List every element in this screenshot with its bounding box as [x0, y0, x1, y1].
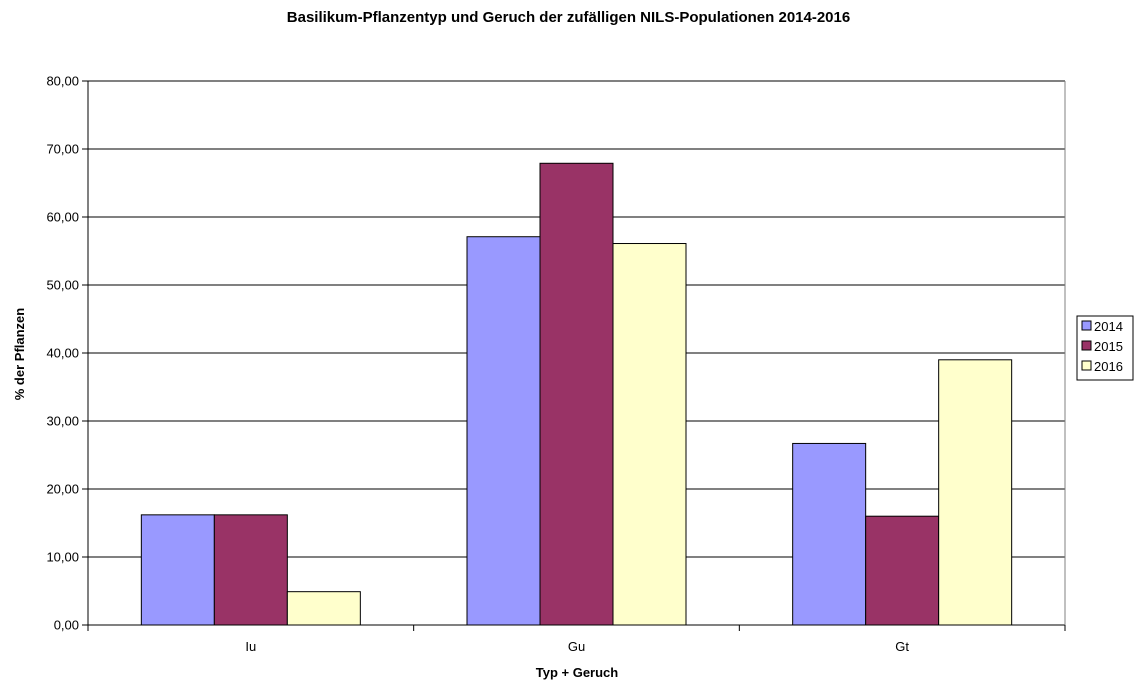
y-tick-labels: 0,00 10,00 20,00 30,00 40,00 50,00 60,00 70,00 8…: [46, 74, 79, 633]
y-tick-label: 70,00: [46, 142, 79, 157]
x-tick-label: Gu: [568, 639, 585, 654]
y-tick-label: 30,00: [46, 414, 79, 429]
legend-swatch: [1081, 360, 1092, 371]
legend: 2014 2015 2016: [1076, 315, 1134, 381]
x-axis-title: Typ + Geruch: [536, 665, 619, 680]
bar: [539, 162, 614, 626]
x-tick-label: Gt: [895, 639, 909, 654]
y-tick-label: 20,00: [46, 482, 79, 497]
bar: [140, 514, 215, 626]
bar: [466, 236, 541, 626]
y-tick-label: 60,00: [46, 210, 79, 225]
legend-label: 2016: [1094, 359, 1123, 374]
y-tick-label: 40,00: [46, 346, 79, 361]
legend-swatch: [1081, 340, 1092, 351]
legend-swatch: [1081, 320, 1092, 331]
axes: [82, 80, 1066, 631]
bar: [213, 514, 288, 626]
y-axis-title: % der Pflanzen: [12, 308, 27, 401]
bar-group: [140, 162, 1013, 626]
x-tick-labels: Iu Gu Gt: [245, 639, 909, 654]
chart-title: Basilikum-Pflanzentyp und Geruch der zuf…: [286, 9, 851, 26]
bar: [612, 243, 687, 626]
legend-label: 2015: [1094, 339, 1123, 354]
bar: [865, 515, 940, 626]
y-tick-label: 50,00: [46, 278, 79, 293]
bar: [286, 591, 361, 626]
x-tick-label: Iu: [245, 639, 256, 654]
y-tick-label: 10,00: [46, 550, 79, 565]
legend-label: 2014: [1094, 319, 1123, 334]
y-tick-label: 80,00: [46, 74, 79, 89]
y-tick-label: 0,00: [54, 618, 79, 633]
bar: [938, 359, 1013, 626]
bar: [792, 442, 867, 626]
